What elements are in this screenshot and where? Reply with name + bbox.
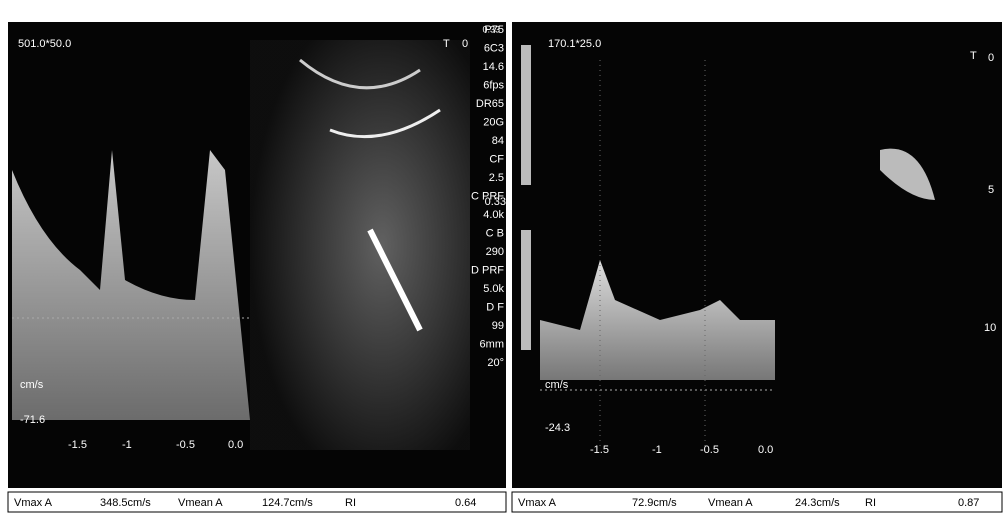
- measurement: Vmean A: [178, 497, 223, 509]
- measurement: Vmax A: [14, 497, 53, 509]
- measurement-bar: [512, 492, 1002, 512]
- axis-min: -71.6: [20, 414, 45, 426]
- marker: T: [443, 38, 450, 50]
- setting-label: 6mm: [480, 338, 504, 350]
- setting-label: 2.5: [489, 172, 504, 184]
- measurement: 348.5cm/s: [100, 497, 151, 509]
- depth-mark: 0: [988, 52, 994, 64]
- measurement: 124.7cm/s: [262, 497, 313, 509]
- setting-label: 290: [486, 246, 504, 258]
- measurement: Vmean A: [708, 497, 753, 509]
- unit-label: cm/s: [20, 379, 44, 391]
- setting-label: CF: [489, 153, 504, 165]
- time-tick: 0.0: [758, 444, 773, 456]
- scale-label: 501.0*50.0: [18, 38, 71, 50]
- setting-label: 14.6: [483, 61, 504, 73]
- measurement: Vmax A: [518, 497, 557, 509]
- measurement: 0.64: [455, 497, 476, 509]
- ultrasound-composite: 501.0*50.0 cm/s -71.6 -1.5 -1 -0.5 0.0 T…: [0, 0, 1007, 523]
- setting-label: 20G: [483, 116, 504, 128]
- depth-marker: 0: [462, 38, 468, 50]
- setting-label: 99: [492, 320, 504, 332]
- color-scale: [521, 45, 531, 185]
- setting-label: 84: [492, 135, 504, 147]
- measurement: 0.87: [958, 497, 979, 509]
- time-tick: -1.5: [68, 439, 87, 451]
- b-mode-image: [250, 40, 470, 450]
- measurement: RI: [865, 497, 876, 509]
- setting-label: 6fps: [483, 79, 504, 91]
- measurement-bar: [8, 492, 506, 512]
- setting-label: D F: [486, 301, 504, 313]
- right-panel: [512, 22, 1002, 488]
- color-scale: [521, 230, 531, 350]
- measurement: 24.3cm/s: [795, 497, 840, 509]
- scale-label: 170.1*25.0: [548, 38, 601, 50]
- setting-label: P75: [484, 24, 504, 36]
- unit-label: cm/s: [545, 379, 569, 391]
- setting-label: C PRF: [471, 190, 504, 202]
- depth-mark: 5: [988, 184, 994, 196]
- measurement: RI: [345, 497, 356, 509]
- depth-mark: 10: [984, 322, 996, 334]
- time-tick: -1.5: [590, 444, 609, 456]
- marker: T: [970, 50, 977, 62]
- setting-label: 4.0k: [483, 209, 504, 221]
- time-tick: -1: [652, 444, 662, 456]
- setting-label: 6C3: [484, 42, 504, 54]
- setting-label: DR65: [476, 98, 504, 110]
- time-tick: -0.5: [176, 439, 195, 451]
- axis-min: -24.3: [545, 422, 570, 434]
- setting-label: C B: [486, 227, 504, 239]
- setting-label: D PRF: [471, 264, 504, 276]
- setting-label: 20°: [487, 357, 504, 369]
- setting-label: 5.0k: [483, 283, 504, 295]
- time-tick: -1: [122, 439, 132, 451]
- time-tick: -0.5: [700, 444, 719, 456]
- measurement: 72.9cm/s: [632, 497, 677, 509]
- time-tick: 0.0: [228, 439, 243, 451]
